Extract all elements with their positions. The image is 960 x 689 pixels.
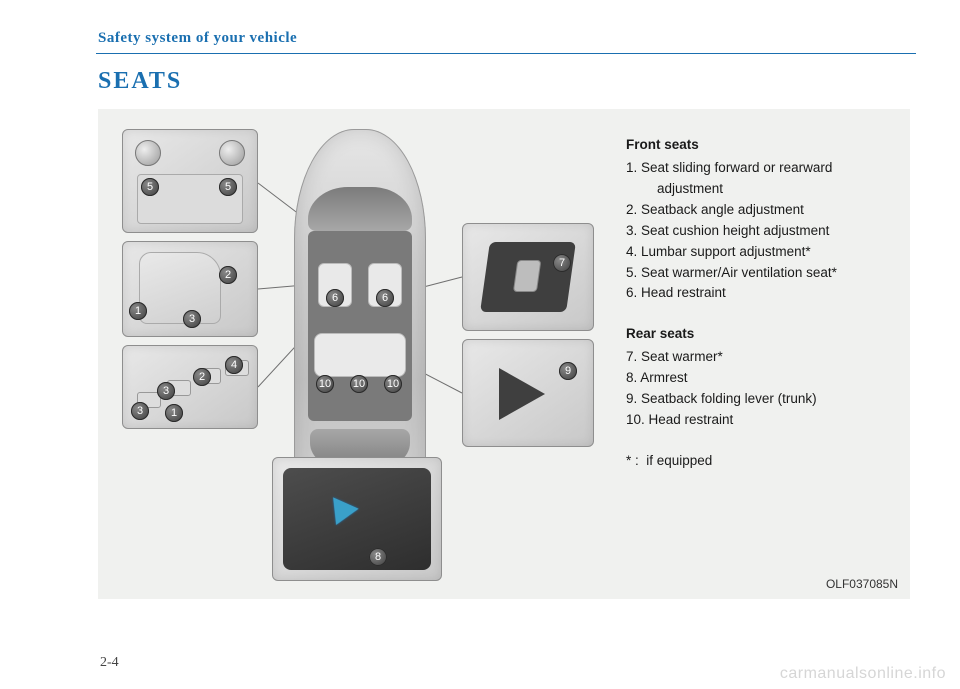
badge-3: 3 — [131, 402, 149, 420]
badge-7: 7 — [553, 254, 571, 272]
badge-3: 3 — [157, 382, 175, 400]
rear-seat-bench — [314, 333, 406, 377]
badge-10: 10 — [316, 375, 334, 393]
rear-heading: Rear seats — [626, 324, 898, 345]
badge-10: 10 — [350, 375, 368, 393]
callout-switch-bank: 3 3 1 2 4 — [122, 345, 258, 429]
seat-icon — [139, 252, 221, 324]
badge-9: 9 — [559, 362, 577, 380]
rear-item: 8. Armrest — [626, 368, 898, 389]
badge-4: 4 — [225, 356, 243, 374]
callout-trunk-lever: 9 — [462, 339, 594, 447]
rear-item: 7. Seat warmer* — [626, 347, 898, 368]
front-item: 2. Seatback angle adjustment — [626, 200, 898, 221]
section-title: SEATS — [98, 68, 912, 95]
badge-1: 1 — [129, 302, 147, 320]
knob-icon — [219, 140, 245, 166]
rear-item: 9. Seatback folding lever (trunk) — [626, 389, 898, 410]
front-item: 3. Seat cushion height adjustment — [626, 221, 898, 242]
badge-6: 6 — [326, 289, 344, 307]
legend: Front seats 1. Seat sliding forward or r… — [626, 135, 898, 472]
knob-icon — [135, 140, 161, 166]
rocker-icon — [513, 260, 541, 292]
figure-code: OLF037085N — [826, 577, 898, 591]
badge-8: 8 — [369, 548, 387, 566]
callout-console: 5 5 — [122, 129, 258, 233]
watermark: carmanualsonline.info — [780, 665, 946, 683]
badge-2: 2 — [219, 266, 237, 284]
badge-5: 5 — [219, 178, 237, 196]
badge-10: 10 — [384, 375, 402, 393]
badge-1: 1 — [165, 404, 183, 422]
badge-3: 3 — [183, 310, 201, 328]
footnote: * : if equipped — [626, 451, 898, 472]
front-item: 6. Head restraint — [626, 283, 898, 304]
front-item: 5. Seat warmer/Air ventilation seat* — [626, 263, 898, 284]
front-item: adjustment — [626, 179, 898, 200]
callout-door-switch: 7 — [462, 223, 594, 331]
front-heading: Front seats — [626, 135, 898, 156]
divider — [96, 53, 916, 54]
badge-6: 6 — [376, 289, 394, 307]
front-item: 4. Lumbar support adjustment* — [626, 242, 898, 263]
page-number: 2-4 — [100, 655, 119, 671]
badge-5: 5 — [141, 178, 159, 196]
rear-item: 10. Head restraint — [626, 410, 898, 431]
windshield — [308, 187, 412, 231]
callout-seat-profile: 1 2 3 — [122, 241, 258, 337]
door-plate — [480, 242, 576, 312]
lever-icon — [499, 368, 545, 420]
front-item: 1. Seat sliding forward or rearward — [626, 158, 898, 179]
rear-seat-icon — [283, 468, 431, 570]
badge-2: 2 — [193, 368, 211, 386]
figure-box: 6 6 10 10 10 5 5 1 2 3 — [98, 109, 910, 599]
chapter-title: Safety system of your vehicle — [98, 30, 912, 47]
callout-rear-seat: 8 — [272, 457, 442, 581]
illustration: 6 6 10 10 10 5 5 1 2 3 — [112, 123, 604, 585]
